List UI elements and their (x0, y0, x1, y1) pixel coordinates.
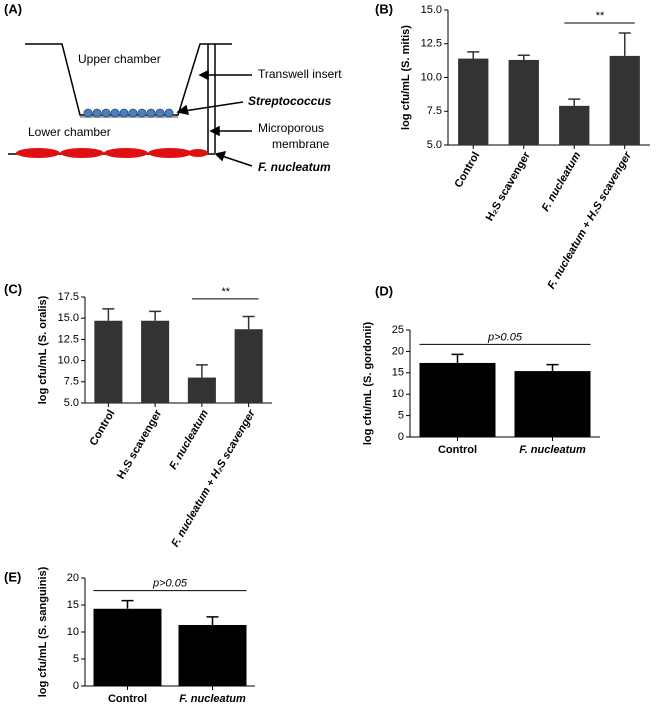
bar (234, 329, 263, 403)
panel-label: (B) (375, 1, 393, 16)
diagram-label: membrane (272, 137, 330, 151)
bar (94, 320, 123, 403)
y-tick-label: 25 (392, 324, 404, 336)
bar (559, 105, 590, 145)
bar (93, 608, 162, 686)
significance-label: ** (595, 10, 604, 22)
error-bar (618, 32, 631, 56)
y-axis-label: log cfu/mL (S. gordonii) (362, 322, 374, 446)
diagram: (A) Upper chamber Lower chamber Transwel… (4, 1, 342, 174)
significance-label: ** (221, 286, 230, 298)
diagram-label: F. nucleatum (258, 160, 331, 174)
bar (178, 624, 247, 686)
y-tick-label: 20 (392, 345, 404, 357)
y-tick-label: 5 (73, 653, 79, 665)
y-tick-label: 0 (73, 680, 79, 692)
y-tick-label: 0 (398, 431, 404, 443)
x-tick-label: F. nucleatum (540, 150, 584, 214)
chart: (E) 0 5 10 15 20 log cfu/mL (S. sanguinis) Cont… (4, 566, 255, 705)
significance-label: p>0.05 (487, 331, 523, 343)
bar (187, 377, 216, 403)
x-tick-label: H₂S scavenger (115, 407, 165, 481)
x-tick-label: Control (88, 408, 118, 448)
x-tick-label: Control (438, 444, 477, 456)
x-tick-label: Control (452, 150, 482, 190)
error-bar (517, 54, 530, 60)
y-tick-label: 7.5 (427, 105, 442, 117)
y-tick-label: 10 (67, 626, 79, 638)
y-axis-label: log cfu/mL (S. mitis) (400, 25, 412, 130)
y-tick-label: 10.0 (421, 71, 442, 83)
y-tick-label: 10.0 (58, 355, 79, 367)
error-bar (102, 308, 115, 321)
y-tick-label: 12.5 (58, 333, 79, 345)
significance-label: p>0.05 (152, 578, 188, 590)
error-bar (467, 51, 480, 59)
chart: (C) 5.0 7.5 10.0 12.5 15.0 17.5 log cfu/mL (S. … (4, 281, 272, 549)
y-tick-label: 15 (392, 367, 404, 379)
error-bar (568, 98, 581, 106)
y-tick-label: 10 (392, 388, 404, 400)
error-bar (206, 616, 219, 625)
x-tick-label: F. nucleatum + H₂S scavenger (169, 407, 258, 549)
error-bar (242, 315, 255, 330)
diagram-label: Microporous (258, 121, 324, 135)
bar (508, 59, 539, 146)
arrows (176, 69, 253, 167)
x-tick-label: Control (108, 693, 147, 705)
x-tick-label: F. nucleatum (519, 444, 586, 456)
chart: (D) 0 5 10 15 20 25 log cfu/mL (S. gordonii) Con… (362, 283, 600, 456)
fusobacteria (16, 148, 208, 158)
y-tick-label: 20 (67, 572, 79, 584)
y-tick-label: 7.5 (64, 376, 79, 388)
y-tick-label: 12.5 (421, 38, 442, 50)
x-tick-label: F. nucleatum (179, 693, 246, 705)
diagram-label: Transwell insert (258, 67, 342, 81)
y-tick-label: 15.0 (58, 312, 79, 324)
x-tick-label: F. nucleatum (167, 408, 211, 472)
chart: (B) 5.0 7.5 10.0 12.5 15.0 log cfu/mL (S. miti… (375, 1, 650, 291)
bar (609, 55, 640, 145)
y-tick-label: 5.0 (427, 139, 442, 151)
x-tick-label: H₂S scavenger (484, 149, 534, 223)
panel-label: (D) (375, 283, 393, 298)
y-tick-label: 5.0 (64, 397, 79, 409)
bar (458, 58, 489, 145)
error-bar (149, 310, 162, 321)
y-tick-label: 17.5 (58, 291, 79, 303)
y-axis-label: log cfu/mL (S. sanguinis) (37, 566, 49, 697)
y-tick-label: 5 (398, 410, 404, 422)
diagram-label: Lower chamber (28, 125, 111, 139)
y-tick-label: 15.0 (421, 4, 442, 16)
y-tick-label: 15 (67, 599, 79, 611)
panel-label: (C) (4, 281, 22, 296)
panel-label: (A) (4, 1, 22, 16)
y-axis-label: log cfu/mL (S. oralis) (37, 295, 49, 404)
error-bar (195, 364, 208, 378)
diagram-label: Upper chamber (78, 52, 161, 66)
x-tick-label: F. nucleatum + H₂S scavenger (545, 149, 634, 291)
error-bar (451, 353, 464, 363)
transwell-insert (25, 43, 232, 116)
bar (419, 362, 496, 437)
diagram-label: Streptococcus (248, 94, 332, 108)
bar (514, 371, 591, 437)
streptococci (83, 108, 174, 118)
error-bar (546, 363, 559, 372)
panel-label: (E) (4, 569, 21, 584)
bar (141, 320, 170, 403)
error-bar (121, 599, 134, 609)
